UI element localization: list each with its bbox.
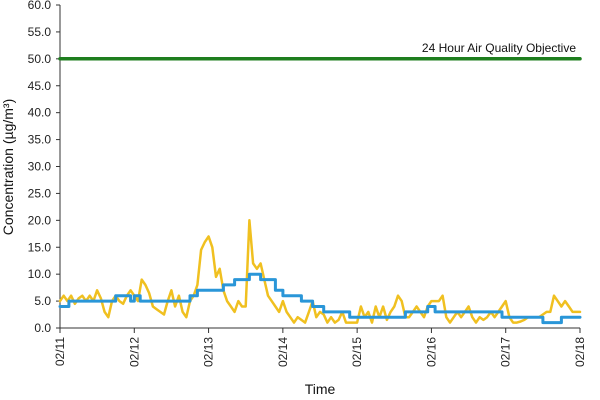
y-tick-label: 10.0 — [28, 267, 52, 281]
y-tick-label: 50.0 — [28, 52, 52, 66]
x-tick-label: 02/18 — [573, 337, 587, 367]
y-tick-label: 25.0 — [28, 186, 52, 200]
x-tick-label: 02/17 — [499, 337, 513, 367]
average-series-line — [58, 272, 582, 325]
y-tick-label: 15.0 — [28, 240, 52, 254]
y-tick-label: 55.0 — [28, 25, 52, 39]
y-tick-label: 30.0 — [28, 160, 52, 174]
x-tick-label: 02/11 — [53, 337, 67, 366]
y-tick-label: 45.0 — [28, 79, 52, 93]
x-axis-title: Time — [305, 381, 336, 397]
x-tick-label: 02/16 — [424, 337, 438, 367]
pm-series-line — [58, 219, 582, 324]
y-tick-label: 20.0 — [28, 213, 52, 227]
y-tick-label: 35.0 — [28, 133, 52, 147]
y-tick-label: 5.0 — [34, 294, 51, 308]
y-tick-label: 60.0 — [28, 0, 52, 12]
y-tick-labels: 0.0 5.0 10.0 15.0 20.0 25.0 30.0 35.0 40.0 45.0 50… — [28, 0, 60, 335]
x-tick-label: 02/13 — [202, 337, 216, 367]
y-tick-label: 0.0 — [34, 321, 51, 335]
x-tick-label: 02/12 — [127, 337, 141, 367]
x-tick-labels: 02/11 02/12 02/13 02/14 02/15 02/16 02/17 02/18 — [53, 328, 587, 367]
x-tick-label: 02/15 — [350, 337, 364, 367]
y-tick-label: 40.0 — [28, 106, 52, 120]
x-tick-label: 02/14 — [276, 337, 290, 367]
series-group — [58, 57, 582, 325]
y-axis-title: Concentration (µg/m³) — [0, 99, 16, 235]
objective-annotation: 24 Hour Air Quality Objective — [422, 41, 576, 55]
